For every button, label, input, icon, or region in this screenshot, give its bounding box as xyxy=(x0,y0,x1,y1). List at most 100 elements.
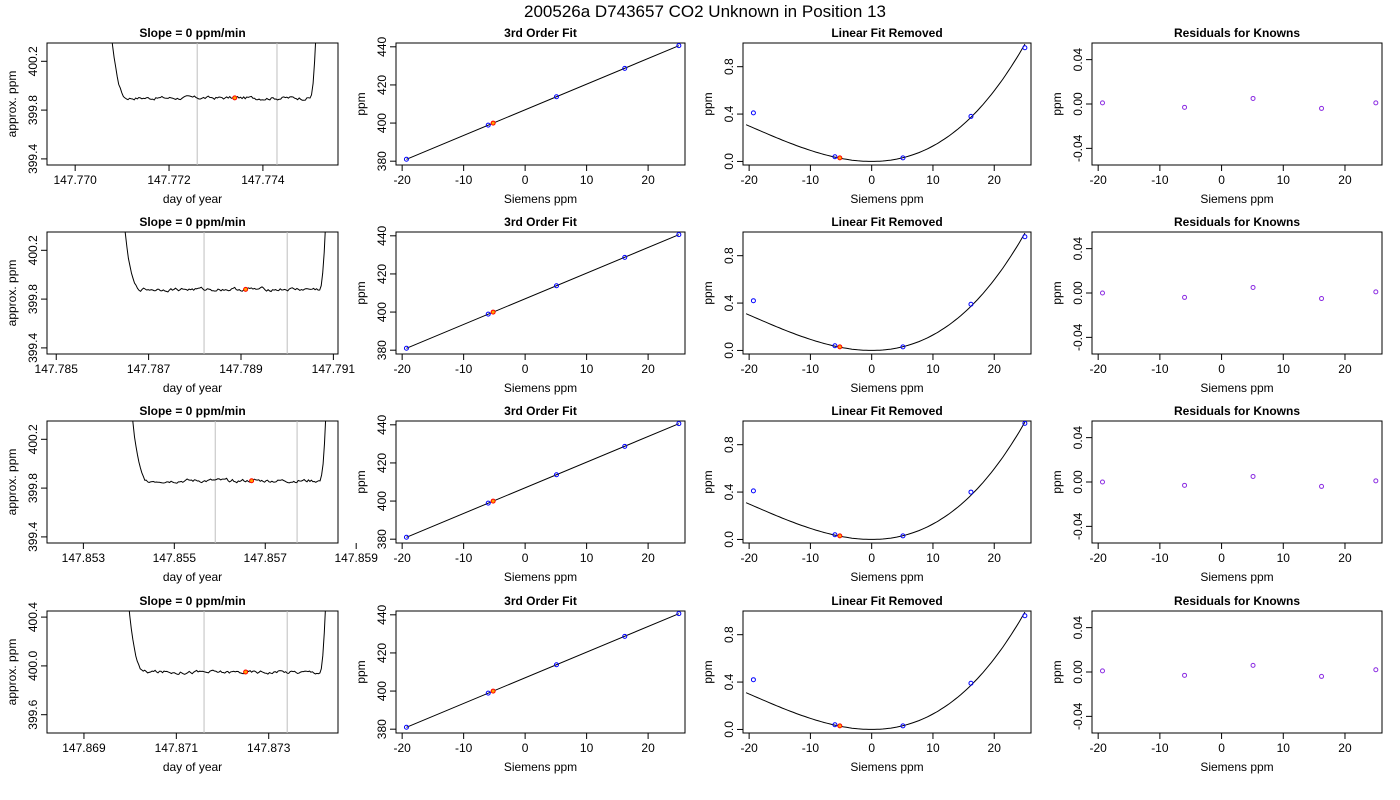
x-tick-label: -20 xyxy=(1089,362,1107,376)
x-tick-label: -10 xyxy=(802,551,820,565)
known-point xyxy=(750,677,756,683)
y-axis-label: ppm xyxy=(1050,660,1064,683)
x-tick-label: -20 xyxy=(393,551,411,565)
known-point xyxy=(622,65,628,71)
y-axis-label: ppm xyxy=(701,92,715,115)
y-axis-label: ppm xyxy=(354,660,368,683)
y-tick-label: 440 xyxy=(375,225,389,245)
x-axis: 147.869 147.871 147.873 xyxy=(62,733,291,755)
y-tick-label: 420 xyxy=(375,453,389,473)
concentration-trace xyxy=(124,232,326,293)
x-tick-label: 0 xyxy=(868,551,875,565)
y-axis-label: approx. ppm xyxy=(5,449,19,516)
panel-title: Residuals for Knowns xyxy=(1174,404,1300,418)
known-point xyxy=(403,345,409,351)
x-tick-label: 0 xyxy=(868,173,875,187)
known-point xyxy=(968,680,974,686)
x-axis-label: Siemens ppm xyxy=(1200,760,1273,774)
known-point xyxy=(676,232,682,238)
unknown-point xyxy=(837,344,843,350)
y-tick-label: 400.2 xyxy=(26,46,40,76)
known-point xyxy=(485,690,491,696)
x-tick-label: -10 xyxy=(455,551,473,565)
y-tick-label: 420 xyxy=(375,643,389,663)
panel-title: Linear Fit Removed xyxy=(831,215,942,229)
residual-point xyxy=(1250,284,1256,290)
x-tick-label: 0 xyxy=(868,362,875,376)
y-axis-label: approx. ppm xyxy=(5,71,19,138)
fit-curve xyxy=(745,611,1026,730)
panel-r4-res: Residuals for Knowns -20 -10 0 10 20 Siemens p… xyxy=(1050,594,1383,774)
plot-frame xyxy=(46,610,339,734)
x-tick-label: 20 xyxy=(641,173,655,187)
known-point xyxy=(622,254,628,260)
residual-point xyxy=(1099,290,1105,296)
x-tick-label: 147.873 xyxy=(247,741,291,755)
known-point xyxy=(832,154,838,160)
panel-title: Slope = 0 ppm/min xyxy=(139,26,245,40)
residual-point xyxy=(1182,294,1188,300)
known-point xyxy=(553,472,559,478)
x-tick-label: -20 xyxy=(740,741,758,755)
plot-area xyxy=(745,421,1028,540)
plot-area xyxy=(403,43,682,162)
y-axis: 399.4 399.8 400.2 xyxy=(26,235,47,363)
y-tick-label: 400 xyxy=(375,491,389,511)
x-tick-label: 10 xyxy=(926,551,940,565)
panel-title: 3rd Order Fit xyxy=(504,594,577,608)
y-tick-label: 0.00 xyxy=(1071,281,1085,305)
y-axis-label: ppm xyxy=(354,281,368,304)
concentration-trace xyxy=(132,421,327,484)
x-axis: 147.785 147.787 147.789 147.791 xyxy=(35,354,355,376)
y-axis: -0.04 0.00 0.04 xyxy=(1071,616,1092,730)
y-tick-label: 0.8 xyxy=(722,247,736,264)
residual-point xyxy=(1373,100,1379,106)
x-tick-label: 10 xyxy=(926,362,940,376)
y-tick-label: 440 xyxy=(375,36,389,56)
panel-r1-lin: Linear Fit Removed -20 -10 0 10 20 Siemens ppm… xyxy=(701,26,1032,206)
y-tick-label: -0.04 xyxy=(1071,512,1085,540)
x-tick-label: -20 xyxy=(1089,173,1107,187)
y-tick-label: 400 xyxy=(375,302,389,322)
residual-point xyxy=(1373,289,1379,295)
y-tick-label: 0.00 xyxy=(1071,660,1085,684)
panel-title: Residuals for Knowns xyxy=(1174,26,1300,40)
y-axis: 0.0 0.4 0.8 xyxy=(722,626,743,738)
x-tick-label: 20 xyxy=(988,741,1002,755)
x-tick-label: 20 xyxy=(1338,741,1352,755)
x-tick-label: 147.857 xyxy=(244,551,288,565)
plot-area xyxy=(1099,284,1379,302)
panel-r2-lin: Linear Fit Removed -20 -10 0 10 20 Siemens ppm… xyxy=(701,215,1032,395)
plot-frame xyxy=(1091,42,1383,166)
x-tick-label: 20 xyxy=(988,173,1002,187)
x-axis: -20 -10 0 10 20 xyxy=(1089,733,1352,755)
y-tick-label: 0.0 xyxy=(722,531,736,548)
y-axis-label: approx. ppm xyxy=(5,639,19,706)
y-axis: 399.4 399.8 400.2 xyxy=(26,424,47,552)
x-tick-label: 20 xyxy=(988,551,1002,565)
plot-area xyxy=(128,611,326,733)
x-tick-label: 20 xyxy=(1338,362,1352,376)
y-tick-label: 399.4 xyxy=(26,522,40,552)
x-tick-label: 0 xyxy=(1218,173,1225,187)
panel-title: Slope = 0 ppm/min xyxy=(139,215,245,229)
y-tick-label: 380 xyxy=(375,719,389,739)
y-tick-label: 0.04 xyxy=(1071,616,1085,640)
residual-point xyxy=(1182,672,1188,678)
known-point xyxy=(676,421,682,427)
x-tick-label: 0 xyxy=(522,741,529,755)
y-axis: -0.04 0.00 0.04 xyxy=(1071,426,1092,540)
y-tick-label: 380 xyxy=(375,529,389,549)
x-tick-label: 147.869 xyxy=(62,741,106,755)
y-tick-label: 420 xyxy=(375,264,389,284)
x-tick-label: 10 xyxy=(580,173,594,187)
panel-r4-fit: 3rd Order Fit -20 -10 0 10 20 Siemens ppm 380 40… xyxy=(354,594,686,774)
unknown-point xyxy=(490,309,496,315)
known-point xyxy=(900,155,906,161)
panel-title: Linear Fit Removed xyxy=(831,404,942,418)
plot-area xyxy=(745,611,1028,730)
plot-frame xyxy=(742,231,1032,355)
x-axis-label: Siemens ppm xyxy=(850,192,923,206)
fit-curve xyxy=(745,43,1026,162)
x-tick-label: 10 xyxy=(1277,362,1291,376)
